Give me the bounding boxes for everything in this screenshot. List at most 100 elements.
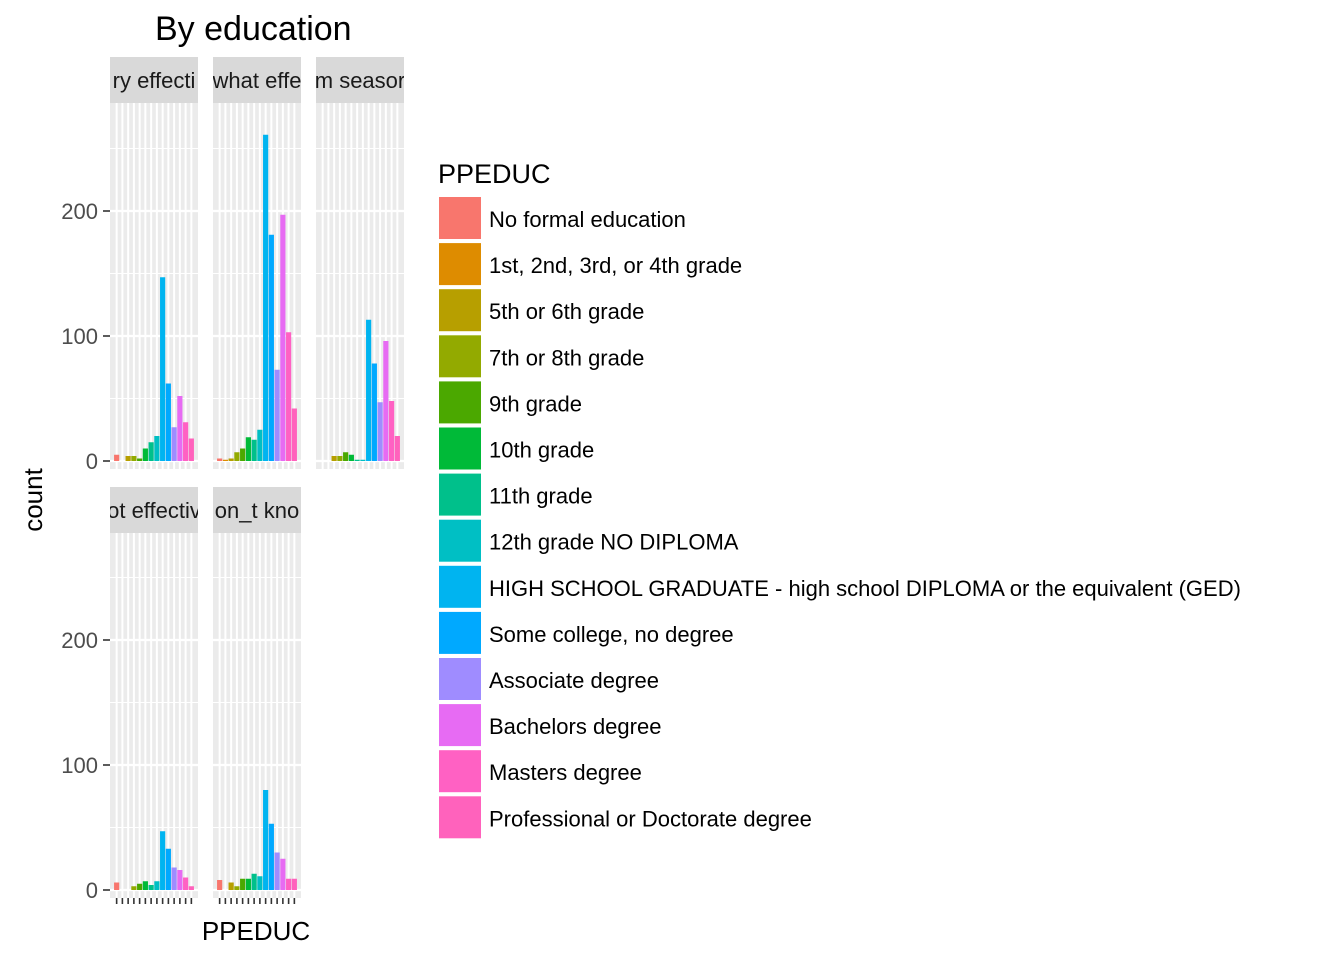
bar (131, 456, 137, 461)
bar (125, 456, 131, 461)
y-tick-label: 100 (61, 324, 98, 349)
bar (366, 319, 372, 461)
legend-label: 9th grade (489, 391, 582, 416)
y-axis: 0 100 200 (61, 628, 110, 903)
bar (188, 438, 194, 461)
bar (383, 341, 389, 461)
bar (234, 886, 240, 890)
legend-label: 11th grade (489, 484, 593, 509)
bar (142, 881, 148, 890)
bar (160, 277, 166, 461)
bar (377, 402, 383, 461)
legend-item: Bachelors degree (439, 704, 661, 747)
legend-label: 10th grade (489, 438, 594, 463)
facet-strip (110, 487, 198, 533)
bar (286, 878, 292, 890)
chart-title: By education (155, 10, 352, 48)
bar (154, 436, 160, 461)
bar (337, 456, 343, 461)
bar (183, 877, 189, 890)
legend-key (439, 704, 481, 747)
legend-item: 1st, 2nd, 3rd, or 4th grade (439, 243, 742, 286)
legend-item: Some college, no degree (439, 611, 734, 654)
bar (177, 870, 183, 890)
legend-title: PPEDUC (438, 159, 551, 189)
legend-key (439, 796, 481, 839)
legend-label: Bachelors degree (489, 714, 661, 739)
facet-panel: ot effectiv (107, 487, 201, 904)
legend-key (439, 335, 481, 378)
legend-label: 7th or 8th grade (489, 345, 644, 370)
bar (291, 878, 297, 890)
facet-strip-label: ot effectiv (107, 498, 201, 523)
y-tick-label: 0 (86, 878, 98, 903)
bar (148, 442, 154, 461)
bar (165, 383, 171, 461)
facet-panel: m seasor (315, 57, 405, 469)
bar (354, 459, 360, 461)
bar (268, 234, 274, 461)
facet-strip (213, 57, 301, 103)
legend-key (439, 611, 481, 654)
legend-item: 7th or 8th grade (439, 335, 644, 378)
bar (257, 876, 263, 890)
bar (286, 332, 292, 461)
panel-background (110, 532, 198, 898)
bar (251, 873, 257, 890)
legend-key (439, 197, 481, 239)
x-axis-title: PPEDUC (202, 916, 310, 946)
legend-label: 1st, 2nd, 3rd, or 4th grade (489, 253, 742, 278)
legend-item: 5th or 6th grade (439, 289, 644, 332)
facet-panel: what effe (213, 57, 301, 469)
bar (188, 886, 194, 890)
bar (240, 878, 246, 890)
bar (171, 427, 177, 461)
bar (228, 882, 234, 890)
facet-strip (110, 57, 198, 103)
legend-label: 5th or 6th grade (489, 299, 644, 324)
bar (114, 454, 120, 461)
bar (343, 452, 349, 461)
legend-label: Masters degree (489, 760, 642, 785)
bar (131, 886, 137, 890)
legend-key (439, 473, 481, 516)
y-tick-label: 0 (86, 449, 98, 474)
bar (217, 458, 223, 461)
bar (280, 858, 286, 890)
facet-panel: ry effecti (110, 57, 198, 469)
panel-background (213, 532, 301, 898)
y-axis-title: count (18, 467, 48, 531)
legend-key (439, 243, 481, 286)
bar (245, 878, 251, 890)
facet-strip (316, 57, 404, 103)
bar (280, 214, 286, 461)
y-tick-label: 100 (61, 753, 98, 778)
bar (240, 448, 246, 461)
legend-label: 12th grade NO DIPLOMA (489, 530, 739, 555)
y-tick-label: 200 (61, 199, 98, 224)
bar (274, 852, 280, 890)
bar (268, 823, 274, 890)
bar (348, 454, 354, 461)
legend-item: Professional or Doctorate degree (439, 796, 812, 839)
bar (171, 867, 177, 890)
facet-strip-label: on_t kno (215, 498, 299, 523)
bar (291, 408, 297, 461)
bar (137, 458, 143, 461)
bar (148, 885, 154, 890)
bar (245, 437, 251, 461)
bar (165, 848, 171, 890)
bar (137, 883, 143, 890)
y-tick-label: 200 (61, 628, 98, 653)
bar (360, 459, 366, 461)
legend-item: Masters degree (439, 750, 642, 793)
bar (234, 452, 240, 461)
legend: PPEDUC No formal education 1st, 2nd, 3rd,… (438, 159, 1241, 839)
legend-item: No formal education (439, 197, 686, 239)
bar (228, 458, 234, 461)
legend-key (439, 427, 481, 470)
facet-strip-label: m seasor (315, 68, 405, 93)
legend-key (439, 565, 481, 608)
bar (222, 459, 228, 461)
legend-key (439, 289, 481, 332)
